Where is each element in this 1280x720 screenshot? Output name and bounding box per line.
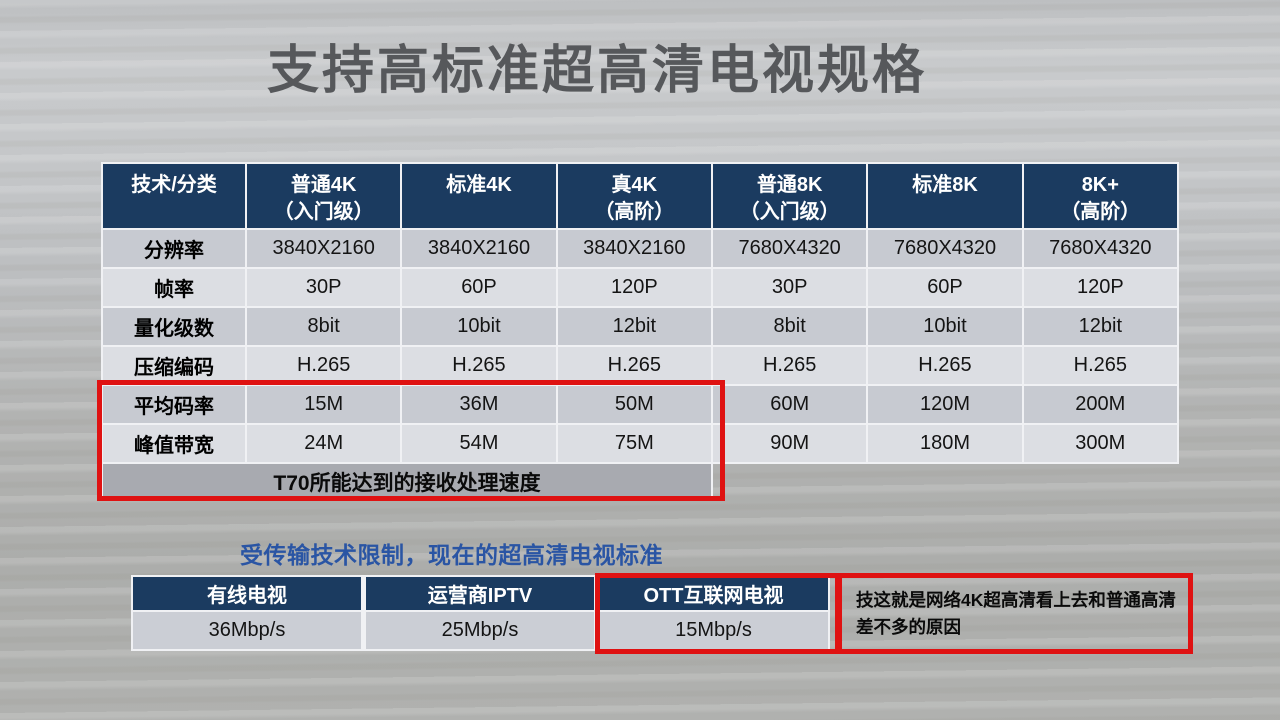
table-cell: 60P [868,269,1024,308]
table-cell: 30P [712,269,869,308]
header-line2: （高阶） [594,201,675,223]
table-cell: 15M [247,386,403,425]
table-cell: 120P [1023,269,1179,308]
spec-table-filler [713,464,1179,501]
table-cell: H.265 [247,347,403,386]
table-cell: 12bit [1023,308,1179,347]
header-line1: 标准4K [446,174,512,196]
table-cell: 8bit [247,308,403,347]
table-cell: H.265 [402,347,558,386]
bw-header-cable-tv: 有线电视 [131,575,364,612]
bandwidth-table: 有线电视 运营商IPTV OTT互联网电视 36Mbp/s 25Mbp/s 15… [131,575,830,651]
bw-value-cable-tv: 36Mbp/s [131,612,364,651]
table-cell: 90M [712,425,869,464]
table-cell: 30P [247,269,403,308]
annotation-text: 技这就是网络4K超高清看上去和普通高清差不多的原因 [856,590,1176,637]
row-header-peak-bandwidth: 峰值带宽 [101,425,247,464]
bw-value-ott: 15Mbp/s [597,612,830,651]
header-line1: 真4K [611,174,658,196]
spec-header-standard-4k: 标准4K [402,162,558,230]
table-cell: 10bit [868,308,1024,347]
spec-header-basic-8k: 普通8K （入门级） [712,162,869,230]
bw-value-iptv: 25Mbp/s [364,612,597,651]
t70-caption: T70所能达到的接收处理速度 [101,464,713,501]
table-cell: 24M [247,425,403,464]
subtitle: 受传输技术限制，现在的超高清电视标准 [240,542,663,568]
spec-header-8k-plus: 8K+ （高阶） [1023,162,1179,230]
table-cell: H.265 [868,347,1024,386]
table-cell: 60P [402,269,558,308]
spec-table: 技术/分类 普通4K （入门级） 标准4K 真4K （高阶） 普通8K （入门级… [101,162,1179,501]
table-cell: 120M [868,386,1024,425]
table-cell: 3840X2160 [247,230,403,269]
table-cell: 8bit [712,308,869,347]
row-header-avg-bitrate: 平均码率 [101,386,247,425]
header-line1: 8K+ [1081,174,1119,196]
table-cell: 3840X2160 [402,230,558,269]
table-cell: 3840X2160 [557,230,713,269]
table-cell: 36M [402,386,558,425]
table-cell: H.265 [1023,347,1179,386]
spec-header-true-4k: 真4K （高阶） [557,162,713,230]
header-line1: 技术/分类 [131,174,217,196]
table-cell: 12bit [557,308,713,347]
header-line2: （入门级） [739,201,840,223]
spec-header-basic-4k: 普通4K （入门级） [247,162,403,230]
table-cell: 120P [557,269,713,308]
table-cell: 60M [712,386,869,425]
table-cell: 54M [402,425,558,464]
row-header-framerate: 帧率 [101,269,247,308]
header-line1: 普通4K [290,174,357,196]
row-header-bitdepth: 量化级数 [101,308,247,347]
table-cell: 300M [1023,425,1179,464]
spec-header-category: 技术/分类 [101,162,247,230]
table-cell: 10bit [402,308,558,347]
row-header-resolution: 分辨率 [101,230,247,269]
header-line1: 标准8K [912,174,978,196]
spec-header-standard-8k: 标准8K [868,162,1024,230]
table-cell: 180M [868,425,1024,464]
table-cell: 75M [557,425,713,464]
slide-title: 支持高标准超高清电视规格 [266,42,927,100]
header-line2: （高阶） [1060,201,1141,223]
table-cell: H.265 [712,347,869,386]
table-cell: 200M [1023,386,1179,425]
table-cell: 50M [557,386,713,425]
annotation-box: 技这就是网络4K超高清看上去和普通高清差不多的原因 [837,573,1193,654]
table-cell: H.265 [557,347,713,386]
row-header-codec: 压缩编码 [101,347,247,386]
bw-header-iptv: 运营商IPTV [364,575,597,612]
bw-header-ott: OTT互联网电视 [597,575,830,612]
table-cell: 7680X4320 [1023,230,1179,269]
table-cell: 7680X4320 [868,230,1024,269]
header-line1: 普通8K [756,174,823,196]
table-cell: 7680X4320 [712,230,869,269]
header-line2: （入门级） [273,201,374,223]
